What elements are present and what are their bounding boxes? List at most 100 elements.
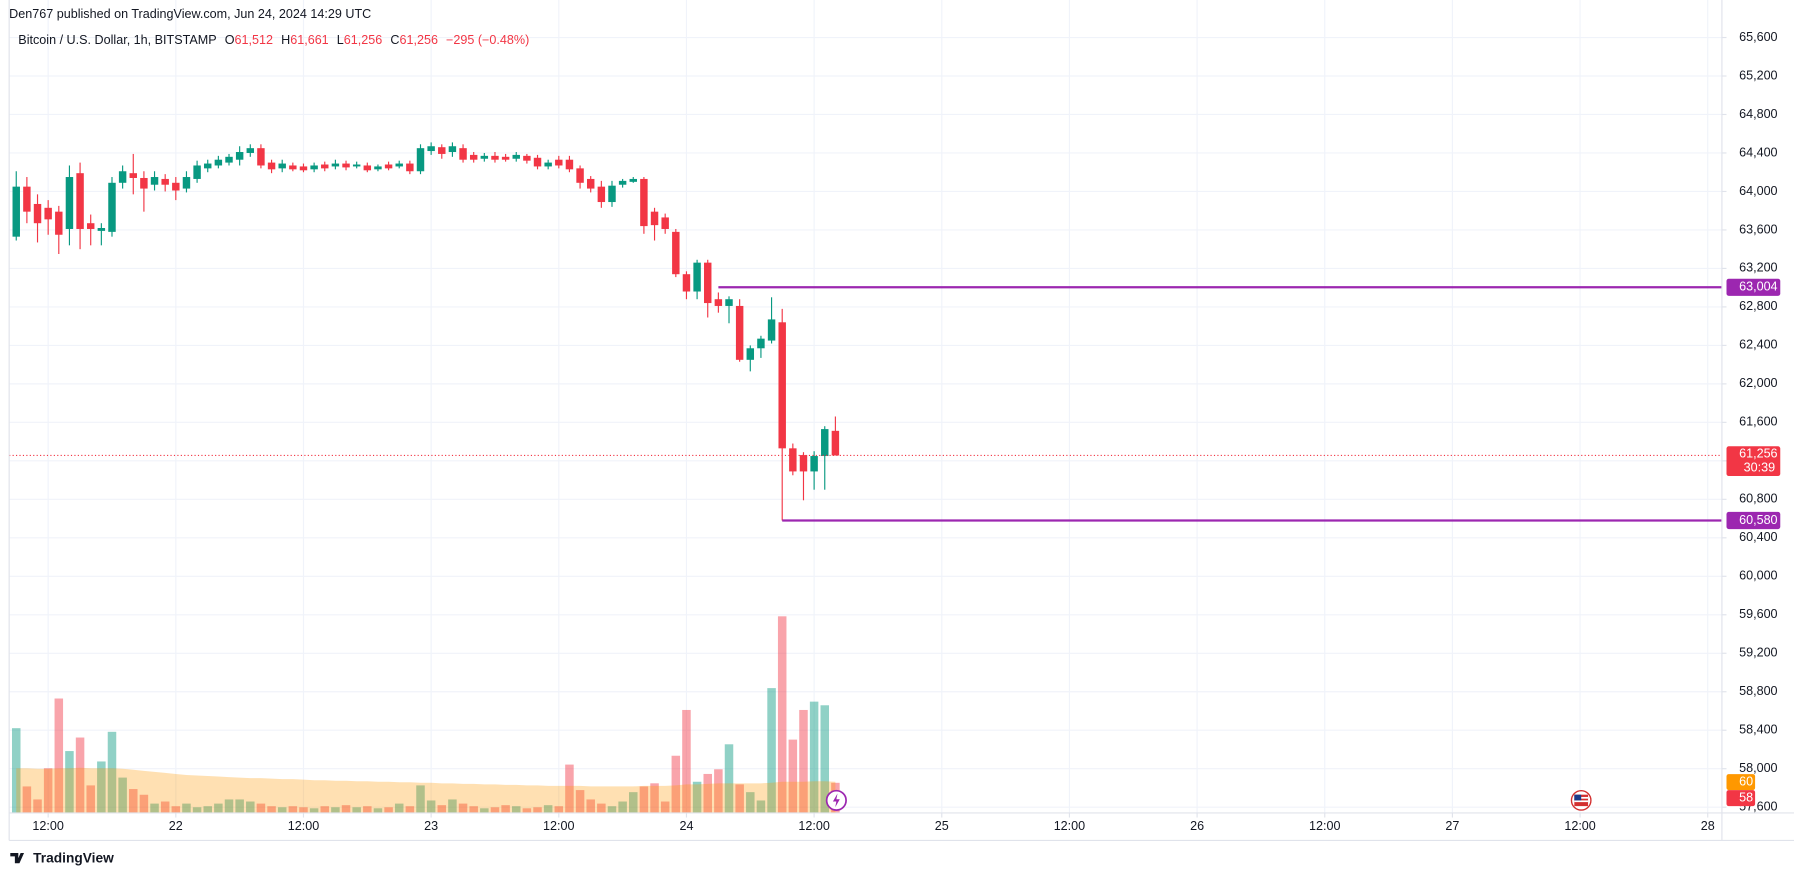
candle-body [757, 338, 765, 349]
candle-body [33, 203, 42, 224]
candle-body [55, 211, 63, 235]
x-tick-label: 12:00 [543, 819, 574, 833]
volume-bar [320, 806, 330, 813]
x-tick-label: 22 [169, 819, 183, 833]
level-label: 63,004 [1739, 280, 1777, 294]
brand-logo [10, 852, 25, 864]
candle-body [469, 154, 478, 160]
volume-badge [1726, 790, 1756, 807]
volume-bar [437, 805, 447, 813]
candle-body [523, 155, 531, 161]
legend-key: O [225, 33, 235, 47]
volume-bar [203, 806, 212, 813]
candle-body [789, 448, 797, 472]
y-tick-label: 63,200 [1739, 261, 1777, 275]
volume-bar [586, 799, 595, 813]
legend-value: 61,256 [399, 33, 437, 47]
volume-bar [192, 807, 202, 813]
y-tick-label: 61,600 [1739, 415, 1777, 429]
volume-bar [788, 739, 798, 813]
candle-body [257, 148, 265, 166]
volume-bar [618, 801, 627, 813]
candle-body [448, 146, 457, 153]
x-tick-label: 24 [679, 819, 693, 833]
candle-body [193, 165, 201, 179]
events-icon[interactable] [825, 789, 847, 811]
volume-ma-badge [1726, 774, 1756, 791]
volume-bar [182, 803, 191, 813]
volume-bar [171, 806, 181, 813]
candle-body [331, 163, 340, 167]
volume-bar [746, 792, 755, 813]
volume-bar [799, 709, 808, 813]
candle-body [533, 157, 542, 167]
volume-bar [682, 709, 691, 813]
candle-body [618, 180, 627, 185]
volume-bar [511, 806, 521, 813]
grid [9, 0, 1722, 813]
economic-event-flag[interactable] [1570, 789, 1592, 811]
candle-body [172, 182, 180, 191]
volume-bar [54, 698, 64, 813]
candle-body [427, 146, 435, 152]
volume-bar [575, 790, 585, 813]
candle-body [406, 163, 414, 172]
candle-body [204, 163, 212, 169]
y-tick-label: 64,800 [1739, 107, 1777, 121]
candle-body [65, 177, 74, 229]
volume-bar [501, 805, 510, 813]
volume-bar [352, 807, 361, 813]
y-tick-label: 60,400 [1739, 530, 1777, 544]
candle-body [821, 429, 829, 457]
candle-body [44, 207, 52, 220]
candle-body [672, 231, 680, 275]
volume-bar [373, 808, 383, 813]
volume-ma-label: 60 [1739, 774, 1753, 788]
candle-body [555, 159, 563, 166]
volume-bar [469, 806, 478, 813]
symbol: Bitcoin / U.S. Dollar, 1h, BITSTAMP [18, 33, 216, 47]
y-tick-label: 65,200 [1739, 68, 1777, 82]
volume-bar [714, 769, 723, 813]
candle-body [76, 173, 84, 229]
candle-body [352, 164, 361, 167]
candle-body [246, 148, 255, 153]
volume-bar [490, 807, 500, 813]
volume-bar [735, 784, 744, 813]
volume-bar [639, 786, 649, 813]
y-tick-label: 58,800 [1739, 684, 1777, 698]
candle-body [767, 319, 776, 341]
volume-bar [480, 808, 489, 813]
volume-bar [660, 801, 670, 813]
legend-value: 61,256 [344, 33, 382, 47]
volume-bar [150, 803, 159, 813]
volume-bar [384, 807, 393, 813]
candle-body [778, 322, 786, 449]
candle-body [140, 177, 148, 189]
candle-body [586, 178, 595, 189]
volume-bar [554, 806, 564, 813]
candle-body [650, 211, 659, 226]
footer-brand[interactable]: TradingView [10, 850, 114, 865]
candle-body [118, 171, 127, 183]
candle-body [597, 186, 606, 203]
y-tick-label: 58,000 [1739, 761, 1777, 775]
candle-body [267, 162, 276, 170]
candle-body [384, 164, 393, 169]
candle-body [608, 185, 616, 203]
candle-body [725, 299, 733, 306]
x-tick-label: 12:00 [1054, 819, 1085, 833]
candle-body [235, 152, 244, 160]
volume-bar [235, 799, 244, 813]
candle-body [23, 186, 31, 212]
candle-body [831, 430, 840, 456]
candle-body [640, 178, 648, 227]
volume-bar [809, 701, 819, 813]
volume-bar [86, 785, 95, 813]
countdown-label: 30:39 [1744, 460, 1775, 474]
flag-canton [1574, 794, 1582, 801]
y-tick-label: 64,000 [1739, 184, 1777, 198]
candle-body [150, 177, 159, 185]
flag-stripe [1574, 796, 1589, 799]
